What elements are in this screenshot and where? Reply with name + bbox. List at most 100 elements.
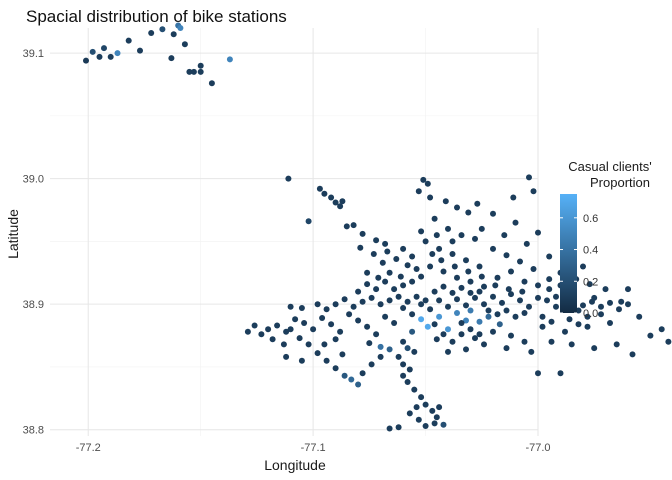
station-point: [377, 343, 384, 350]
station-point: [465, 209, 472, 216]
station-point: [409, 311, 416, 318]
station-point: [458, 232, 465, 239]
station-point: [584, 313, 591, 320]
station-point: [265, 326, 272, 333]
station-point: [395, 293, 402, 300]
station-point: [512, 313, 519, 320]
station-point: [226, 56, 233, 63]
station-point: [305, 341, 312, 348]
station-point: [418, 228, 425, 235]
station-point: [440, 268, 447, 275]
station-point: [463, 346, 469, 353]
station-point: [474, 200, 481, 207]
station-point: [566, 316, 573, 323]
station-point: [413, 266, 420, 272]
station-point: [177, 25, 184, 31]
station-point: [357, 244, 364, 251]
station-point: [427, 194, 434, 201]
station-point: [368, 361, 375, 368]
station-point: [337, 203, 344, 210]
station-point: [616, 306, 622, 313]
station-point: [382, 240, 389, 247]
station-point: [287, 303, 294, 310]
station-point: [485, 307, 492, 314]
station-point: [341, 296, 348, 303]
station-point: [316, 185, 323, 192]
station-point: [101, 45, 107, 52]
station-point: [472, 335, 478, 342]
station-point: [384, 248, 391, 255]
station-point: [190, 68, 197, 75]
station-point: [251, 322, 258, 329]
station-point: [472, 294, 478, 301]
station-point: [539, 323, 546, 330]
station-point: [535, 282, 541, 289]
station-point: [404, 262, 411, 269]
station-point: [458, 320, 465, 326]
station-point: [503, 345, 510, 352]
station-point: [458, 284, 465, 291]
legend-tick-label: 0.6: [583, 213, 598, 225]
station-point: [530, 266, 537, 272]
station-point: [368, 294, 375, 301]
station-point: [395, 424, 402, 431]
station-point: [449, 238, 456, 245]
station-point: [321, 341, 328, 348]
station-point: [517, 297, 523, 304]
station-point: [467, 307, 474, 314]
station-point: [433, 414, 440, 421]
station-point: [429, 251, 436, 257]
legend-color-bar: [560, 194, 577, 313]
station-point: [463, 257, 469, 264]
legend-tick-label: 0.0: [583, 308, 598, 320]
y-tick-label: 39.0: [23, 174, 44, 186]
station-point: [337, 328, 344, 335]
station-point: [168, 55, 175, 62]
station-point: [418, 301, 425, 308]
station-point: [404, 345, 411, 352]
station-point: [159, 26, 166, 33]
station-point: [377, 301, 384, 308]
station-point: [510, 194, 517, 201]
station-point: [584, 323, 591, 330]
station-point: [323, 306, 330, 313]
points-layer: [83, 22, 672, 432]
station-point: [433, 336, 440, 343]
station-point: [427, 306, 434, 313]
station-point: [508, 332, 514, 339]
station-point: [346, 311, 353, 318]
station-point: [481, 283, 487, 290]
station-point: [420, 176, 427, 183]
station-point: [454, 274, 460, 281]
station-point: [431, 288, 438, 295]
station-point: [546, 276, 553, 283]
station-point: [377, 353, 384, 360]
station-point: [400, 245, 407, 252]
station-point: [269, 336, 276, 343]
station-point: [436, 245, 443, 252]
station-point: [339, 198, 346, 205]
station-point: [332, 199, 339, 206]
station-point: [393, 256, 400, 262]
y-tick-label: 39.1: [23, 48, 44, 60]
station-point: [523, 240, 530, 247]
station-point: [375, 274, 382, 281]
station-point: [517, 258, 523, 265]
station-point: [411, 348, 418, 355]
station-point: [580, 302, 586, 309]
station-point: [400, 305, 407, 311]
station-point: [404, 298, 411, 305]
station-point: [125, 37, 132, 44]
station-point: [314, 301, 321, 308]
station-point: [463, 302, 469, 309]
station-point: [427, 263, 434, 270]
station-point: [445, 326, 451, 333]
station-point: [454, 204, 460, 211]
station-point: [589, 298, 595, 305]
station-point: [445, 303, 451, 310]
station-point: [499, 299, 505, 306]
station-point: [400, 361, 407, 368]
station-point: [503, 307, 510, 314]
station-point: [422, 423, 429, 429]
station-point: [418, 394, 425, 401]
